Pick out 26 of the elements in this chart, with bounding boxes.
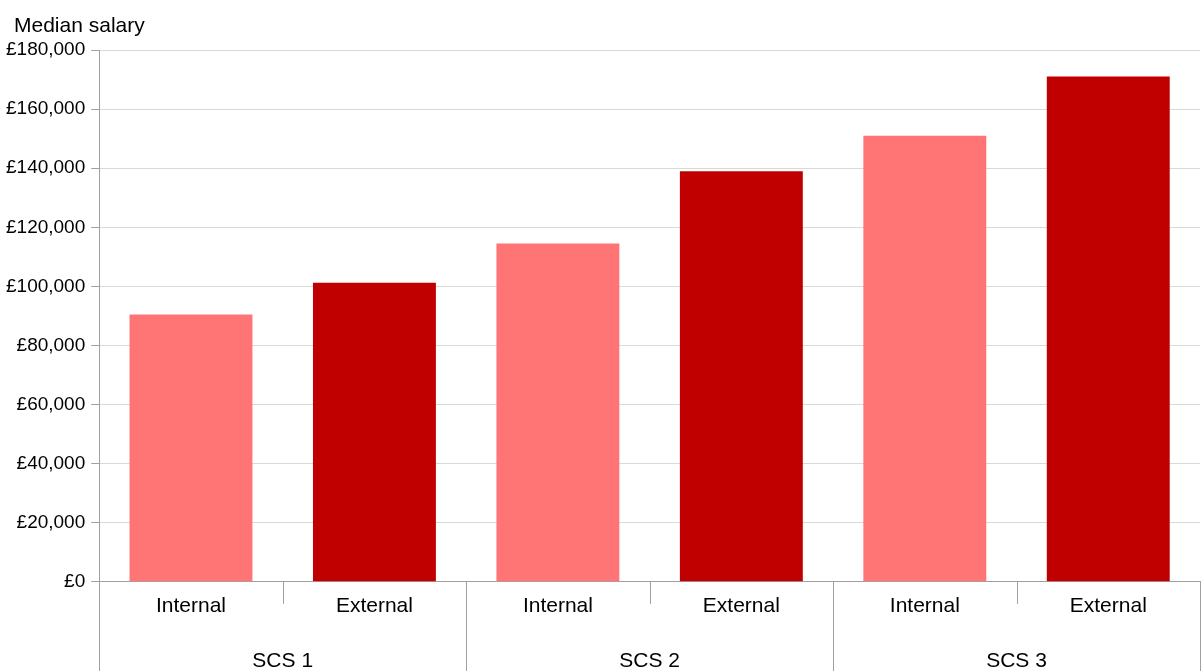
x-tick-label: Internal bbox=[889, 593, 960, 617]
y-tick-label: £40,000 bbox=[16, 451, 86, 473]
bar bbox=[129, 314, 253, 582]
y-tick-label: £100,000 bbox=[6, 274, 86, 296]
y-tick-label: £180,000 bbox=[6, 38, 86, 60]
y-tick-label: £0 bbox=[64, 570, 86, 592]
y-tick-label: £60,000 bbox=[16, 392, 86, 414]
y-tick-label: £120,000 bbox=[6, 215, 86, 237]
x-tick-label: External bbox=[1069, 593, 1147, 617]
x-tick-label: Internal bbox=[155, 593, 226, 617]
y-tick-label: £140,000 bbox=[6, 156, 86, 178]
y-tick-label: £160,000 bbox=[6, 97, 86, 119]
bar bbox=[312, 282, 436, 582]
bar bbox=[496, 243, 620, 582]
y-tick-label: £20,000 bbox=[16, 510, 86, 532]
text: SCS 1 bbox=[252, 647, 314, 671]
x-tick-label: External bbox=[702, 593, 780, 617]
bar bbox=[1046, 76, 1170, 582]
bar bbox=[679, 171, 803, 582]
bar bbox=[863, 135, 987, 582]
y-tick-label: £80,000 bbox=[16, 333, 86, 355]
x-tick-label: External bbox=[335, 593, 413, 617]
y-axis-title: Median salary bbox=[14, 12, 146, 36]
text: SCS 3 bbox=[986, 647, 1047, 671]
x-tick-label: Internal bbox=[522, 593, 593, 617]
text: SCS 2 bbox=[619, 647, 680, 671]
